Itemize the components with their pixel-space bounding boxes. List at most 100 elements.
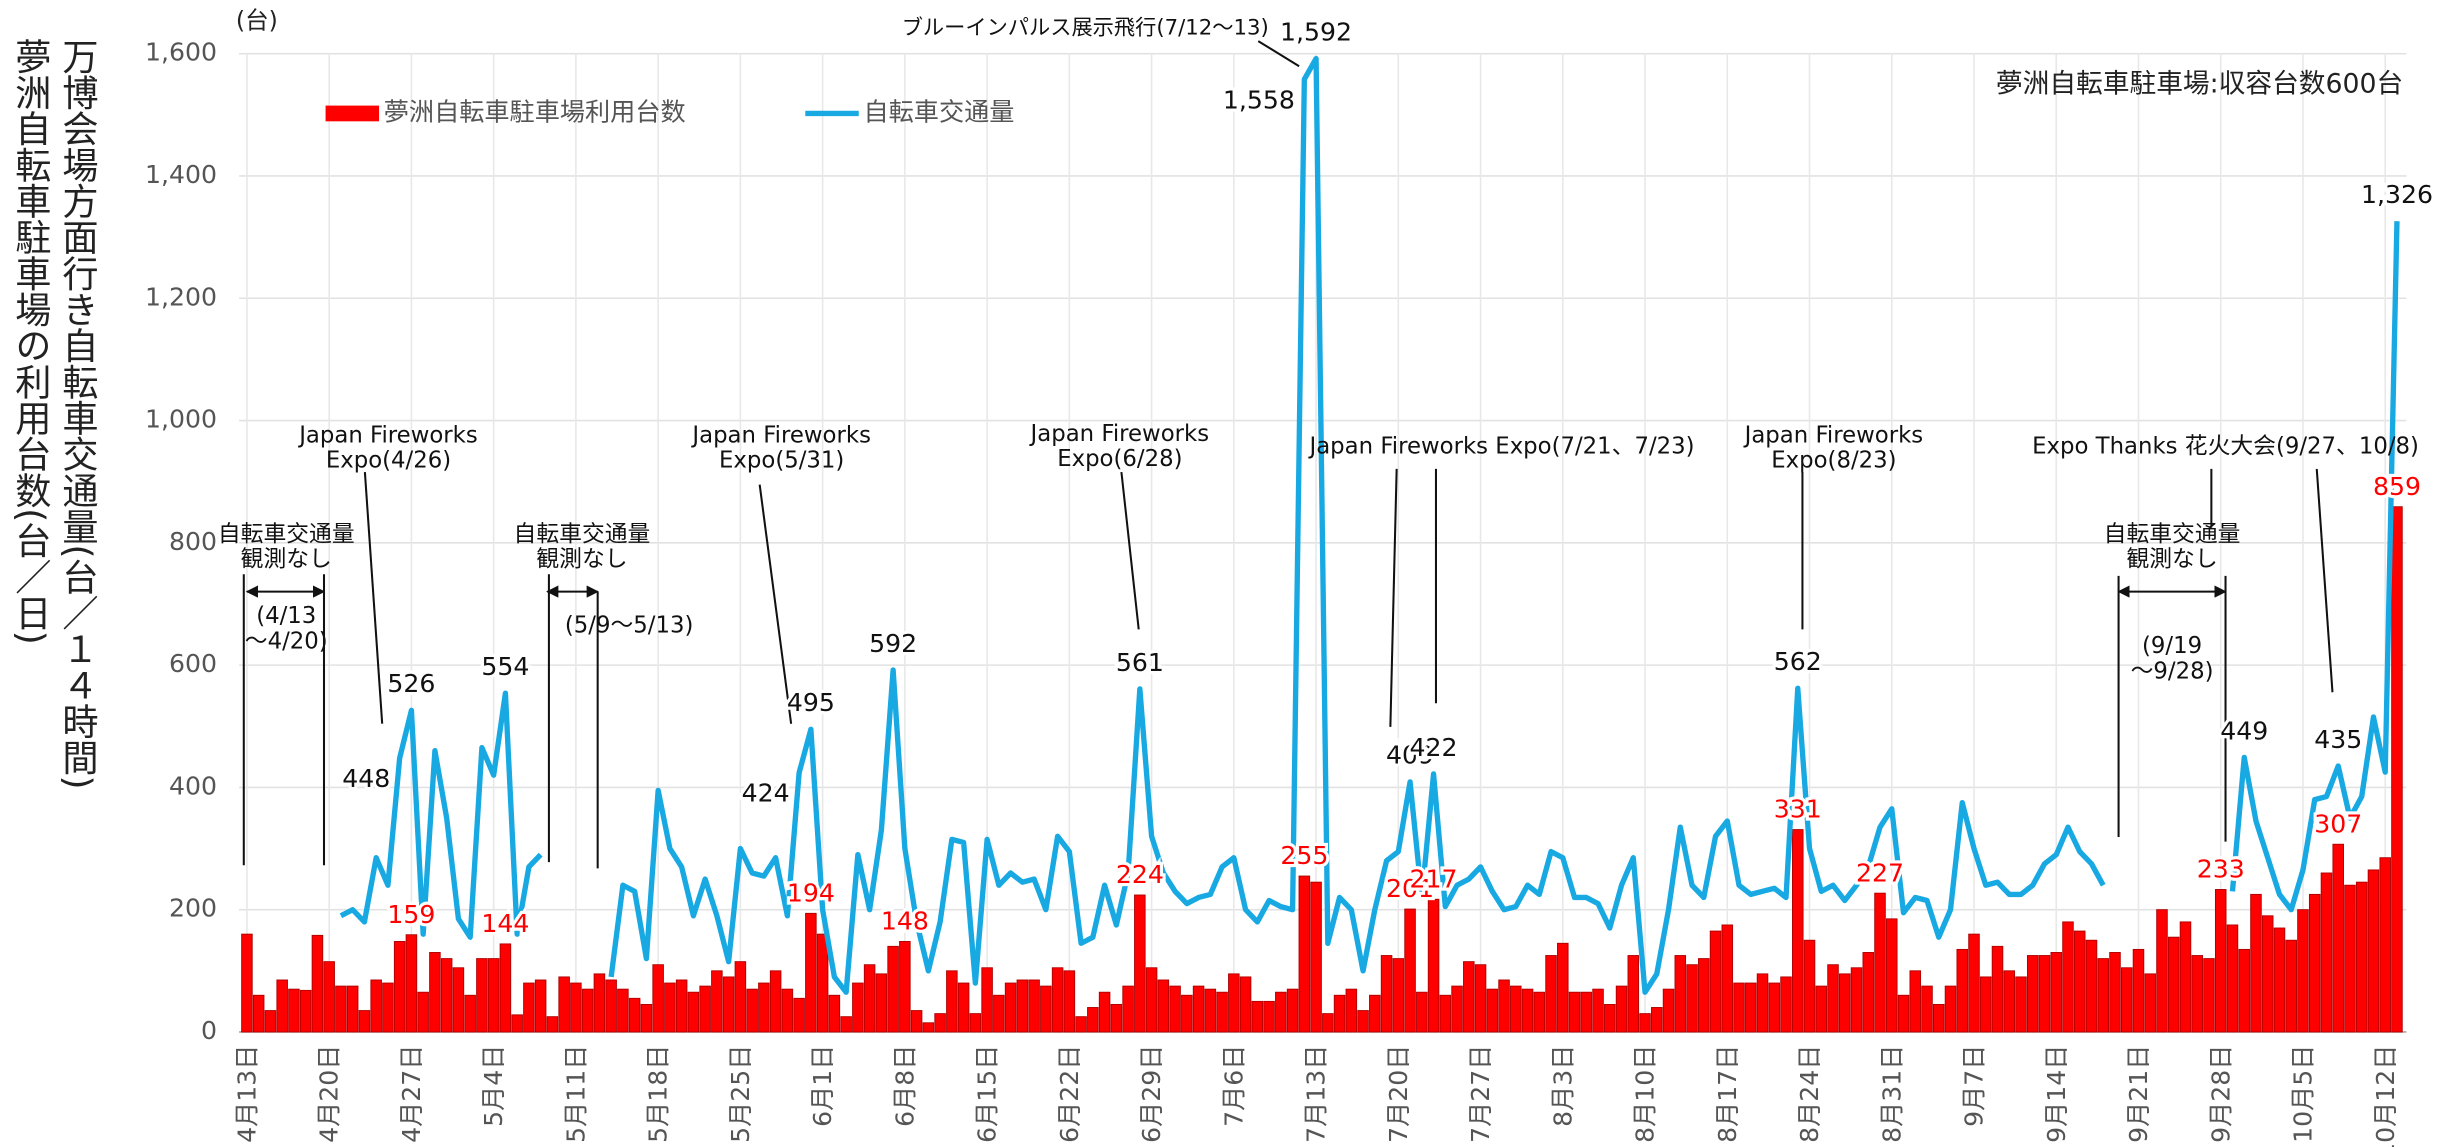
bar [1204,988,1217,1033]
bar [1404,908,1416,1033]
bar [1874,892,1886,1033]
annotation: ～4/20) [245,628,328,654]
bar [570,982,582,1033]
bar [1016,979,1029,1033]
line [339,690,543,940]
bar [675,979,688,1033]
annotation: 観測なし [536,547,627,573]
bar [2073,930,2086,1033]
bar [2320,872,2333,1033]
annotation: Expo(4/26) [326,448,451,474]
bar [323,961,335,1033]
bar [1909,970,1922,1033]
x-tick-label: 8月17日 [1713,1045,1742,1143]
bar [2391,506,2403,1033]
bar [852,982,864,1033]
y-tick-label: 1,200 [145,282,217,311]
bar [2238,948,2250,1033]
data-label: 449 [2220,716,2268,745]
bar [2156,909,2168,1033]
bar [1134,894,1146,1033]
x-tick-label: 4月13日 [233,1045,262,1143]
bar [887,945,899,1033]
data-label: 562 [1774,647,1822,676]
x-tick-label: 6月22日 [1055,1045,1084,1143]
bar [957,982,970,1033]
bar [1333,994,1346,1033]
bar [288,988,300,1033]
bar [2297,909,2309,1033]
bar [358,1010,371,1033]
bar [1004,982,1017,1033]
bar [405,934,418,1033]
x-tick-label: 8月24日 [1795,1045,1824,1143]
annotation: (5/9～5/13) [565,613,693,639]
bar [1968,933,1980,1033]
bar [1897,994,1910,1033]
x-tick-label: 7月13日 [1302,1045,1331,1143]
annotations: ブルーインパルス展示飛行(7/12～13)Japan FireworksExpo… [218,16,2419,869]
bar [1792,829,1804,1033]
data-label: 144 [481,909,529,938]
bar [2273,927,2286,1033]
bars [241,506,2403,1033]
y-tick-label: 1,400 [145,160,217,189]
bar [981,967,993,1033]
bar [758,982,770,1033]
x-tick-label: 10月5日 [2289,1045,2318,1143]
data-label: 592 [869,629,917,658]
x-tick-label: 5月25日 [726,1045,755,1143]
data-label: 409 [1386,741,1434,770]
data-label: 1,326 [2361,180,2433,209]
bar [1557,942,1569,1033]
pointer [1120,471,1140,630]
bar [1780,976,1792,1033]
bar [805,912,817,1033]
bar [781,988,794,1033]
annotation: 自転車交通量 [2104,521,2241,547]
bar [1474,964,1487,1033]
bar [828,994,841,1033]
pointer [363,471,384,724]
annotation: Expo Thanks 花火大会(9/27、10/8) [2032,433,2419,459]
bar [264,1010,277,1033]
bar [2120,967,2133,1033]
bar [1286,988,1299,1033]
bar [1145,967,1158,1033]
y-tick-label: 1,600 [145,38,217,67]
y-tick-label: 400 [169,771,217,800]
data-label: 331 [1774,795,1822,824]
bar [1298,875,1311,1033]
x-tick-label: 9月21日 [2124,1045,2153,1143]
data-label: 859 [2373,472,2421,501]
bar [1345,988,1358,1033]
bar [487,958,500,1033]
annotation: Japan Fireworks [297,422,478,448]
annotation: Japan Fireworks Expo(7/21、7/23) [1307,433,1694,459]
bar [2038,955,2051,1033]
bar [875,973,888,1033]
data-label: 435 [2314,725,2362,754]
pointer [1389,468,1398,727]
bar [2003,970,2016,1033]
data-label: 422 [1410,733,1458,762]
bar [1498,979,1510,1033]
data-label: 1,592 [1280,17,1352,46]
bar [863,964,876,1033]
y-tick-label: 800 [169,527,217,556]
y-axis-label: 万博会場方面行き自転車交通量(台／１４時間) [56,38,99,790]
annotation: Japan Fireworks [1743,422,1924,448]
bar [2226,924,2239,1033]
bar [335,985,347,1033]
bar [1932,1003,1945,1033]
bar [511,1014,523,1033]
bar [1392,958,1405,1033]
y-tick-label: 600 [169,649,217,678]
bar [1721,924,1734,1033]
bar [617,988,629,1033]
bar [1239,976,1252,1033]
bar [1745,982,1757,1033]
bar [1921,985,1933,1033]
bar [276,979,288,1033]
